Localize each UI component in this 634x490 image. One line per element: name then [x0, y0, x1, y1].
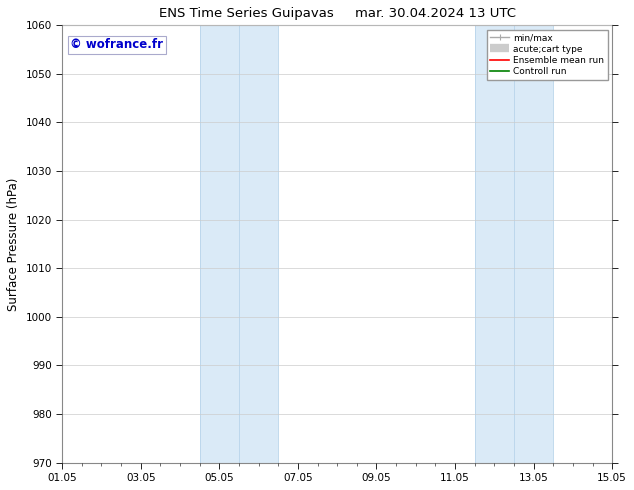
Text: © wofrance.fr: © wofrance.fr [70, 38, 164, 51]
Y-axis label: Surface Pressure (hPa): Surface Pressure (hPa) [7, 177, 20, 311]
Title: ENS Time Series Guipavas     mar. 30.04.2024 13 UTC: ENS Time Series Guipavas mar. 30.04.2024… [158, 7, 515, 20]
Legend: min/max, acute;cart type, Ensemble mean run, Controll run: min/max, acute;cart type, Ensemble mean … [487, 30, 607, 80]
Bar [475, 25, 553, 463]
Bar [200, 25, 278, 463]
